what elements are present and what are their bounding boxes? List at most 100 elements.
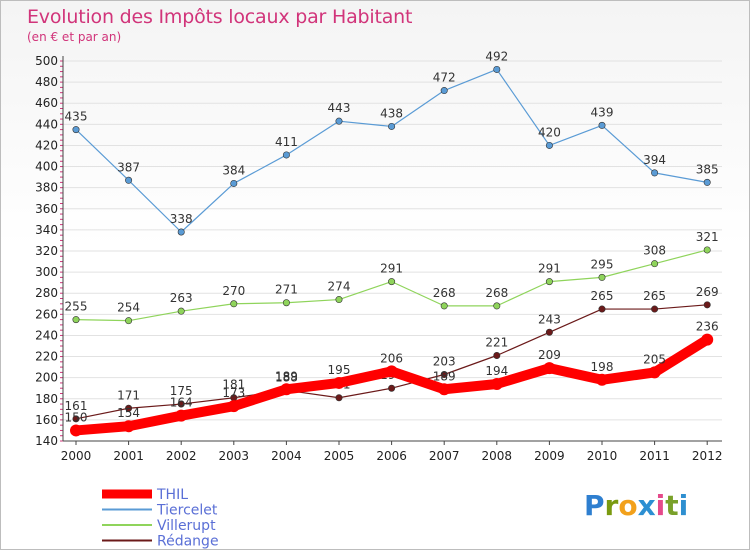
x-tick-label: 2008	[482, 449, 513, 463]
y-tick-label: 300	[35, 265, 58, 279]
chart-title: Evolution des Impôts locaux par Habitant	[27, 6, 413, 28]
y-tick-label: 140	[35, 434, 58, 448]
data-label: 171	[117, 388, 140, 402]
x-tick-label: 2002	[166, 449, 197, 463]
data-point	[282, 299, 290, 307]
data-point	[72, 415, 80, 423]
data-label: 472	[433, 71, 456, 85]
data-point	[177, 400, 185, 408]
data-point	[175, 409, 188, 422]
data-label: 255	[65, 300, 88, 314]
data-point	[177, 228, 185, 236]
data-point	[703, 178, 711, 186]
data-point	[72, 316, 80, 324]
x-tick-label: 2011	[639, 449, 670, 463]
data-point	[282, 151, 290, 159]
data-point	[543, 362, 556, 375]
data-label: 236	[696, 320, 719, 334]
legend-label: Rédange	[157, 534, 219, 550]
y-tick-label: 200	[35, 371, 58, 385]
data-label: 173	[222, 386, 245, 400]
data-label: 270	[222, 284, 245, 298]
chart-subtitle: (en € et par an)	[27, 30, 122, 44]
data-label: 385	[696, 162, 719, 176]
data-point	[651, 169, 659, 177]
data-point	[493, 302, 501, 310]
data-point	[230, 179, 238, 187]
data-point	[648, 366, 661, 379]
y-tick-label: 500	[35, 54, 58, 68]
data-label: 394	[643, 153, 666, 167]
data-label: 206	[380, 351, 403, 365]
data-point	[388, 384, 396, 392]
y-tick-label: 240	[35, 328, 58, 342]
logo-letter: P	[584, 489, 605, 522]
data-point	[438, 383, 451, 396]
data-label: 271	[275, 283, 298, 297]
legend-label: Villerupt	[157, 518, 216, 534]
data-label: 154	[117, 406, 140, 420]
data-point	[703, 246, 711, 254]
data-label: 291	[380, 262, 403, 276]
data-label: 221	[485, 336, 508, 350]
data-label: 439	[591, 105, 614, 119]
data-label: 195	[328, 363, 351, 377]
proxiti-logo: Proxiti	[584, 489, 688, 522]
data-point	[651, 305, 659, 313]
x-tick-label: 2000	[61, 449, 92, 463]
data-point	[598, 121, 606, 129]
data-label: 194	[485, 364, 508, 378]
data-point	[122, 420, 135, 433]
data-point	[177, 307, 185, 315]
logo-letter: t	[665, 489, 679, 522]
data-label: 411	[275, 135, 298, 149]
data-point	[335, 296, 343, 304]
data-label: 181	[222, 378, 245, 392]
y-tick-label: 440	[35, 117, 58, 131]
data-label: 188	[275, 370, 298, 384]
y-tick-label: 360	[35, 202, 58, 216]
logo-letter: r	[604, 489, 619, 522]
data-point	[125, 317, 133, 325]
data-label: 189	[433, 369, 456, 383]
logo-letter: x	[637, 489, 656, 522]
data-point	[230, 300, 238, 308]
data-point	[388, 122, 396, 130]
data-point	[493, 351, 501, 359]
logo-letter: i	[655, 489, 666, 522]
x-tick-label: 2012	[692, 449, 723, 463]
x-tick-label: 2001	[113, 449, 144, 463]
data-point	[701, 333, 714, 346]
data-label: 308	[643, 244, 666, 258]
data-point	[333, 376, 345, 389]
x-tick-label: 2009	[534, 449, 565, 463]
data-point	[70, 424, 82, 437]
data-point	[545, 141, 553, 149]
data-label: 295	[591, 257, 614, 271]
data-label: 263	[170, 291, 193, 305]
y-tick-label: 460	[35, 96, 58, 110]
y-tick-label: 180	[35, 392, 58, 406]
data-label: 265	[591, 289, 614, 303]
data-point	[388, 278, 396, 286]
data-label: 492	[485, 49, 508, 63]
data-point	[440, 370, 448, 378]
data-label: 254	[117, 301, 140, 315]
data-label: 265	[643, 289, 666, 303]
data-label: 175	[170, 384, 193, 398]
data-label: 203	[433, 355, 456, 369]
data-point	[440, 87, 448, 95]
y-tick-label: 380	[35, 181, 58, 195]
data-label: 438	[380, 106, 403, 120]
data-label: 420	[538, 125, 561, 139]
y-tick-label: 280	[35, 286, 58, 300]
data-point	[651, 260, 659, 268]
data-point	[490, 378, 503, 390]
data-point	[545, 278, 553, 286]
data-label: 268	[433, 286, 456, 300]
data-point	[598, 305, 606, 313]
data-point	[335, 394, 343, 402]
data-label: 443	[328, 101, 351, 115]
data-label: 435	[65, 110, 88, 124]
